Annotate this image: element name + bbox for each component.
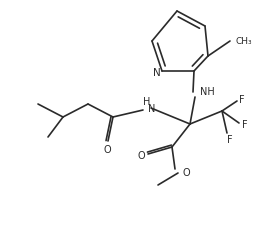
Text: H: H	[143, 96, 151, 106]
Text: O: O	[103, 144, 111, 154]
Text: N: N	[153, 68, 161, 78]
Text: F: F	[239, 95, 245, 105]
Text: F: F	[227, 134, 233, 144]
Text: F: F	[242, 119, 248, 129]
Text: O: O	[183, 167, 191, 177]
Text: NH: NH	[200, 87, 215, 96]
Text: O: O	[137, 150, 145, 160]
Text: CH₃: CH₃	[236, 36, 253, 45]
Text: N: N	[148, 104, 156, 114]
